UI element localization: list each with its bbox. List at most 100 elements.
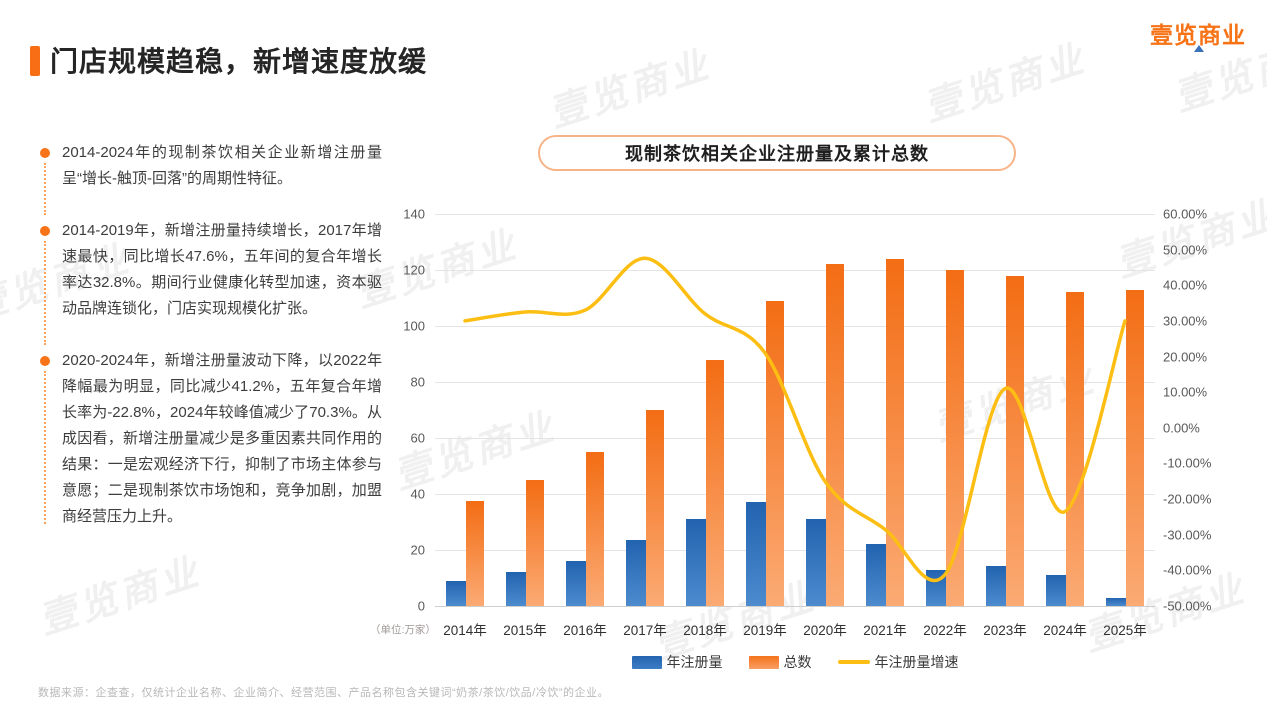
y-axis-right: 60.00% 50.00% 40.00% 30.00% 20.00% 10.00% 0.00… (1163, 207, 1233, 614)
x-axis-tick: 2014年 (443, 623, 487, 638)
legend-swatch-icon (748, 655, 779, 669)
y-axis-right-tick: -10.00% (1163, 455, 1212, 471)
commentary-list: 2014-2024年的现制茶饮相关企业新增注册量呈“增长-触顶-回落”的周期性特… (40, 140, 382, 556)
bar-年注册量 (446, 580, 466, 606)
bullet-item: 2020-2024年，新增注册量波动下降，以2022年降幅最为明显，同比减少41… (40, 348, 382, 530)
bullet-text: 2020-2024年，新增注册量波动下降，以2022年降幅最为明显，同比减少41… (62, 352, 382, 525)
bullet-dot-icon (40, 356, 50, 366)
y-axis-left-tick: 100 (403, 318, 425, 334)
bullet-rail (44, 371, 46, 524)
bar-年注册量 (626, 539, 646, 606)
gridline (435, 269, 1155, 271)
unit-label: （单位:万家） (370, 624, 436, 636)
y-axis-right-tick: 50.00% (1163, 242, 1208, 258)
y-axis-right-tick: -30.00% (1163, 527, 1212, 543)
bar-总数 (1006, 275, 1024, 606)
chart-title: 现制茶饮相关企业注册量及累计总数 (538, 135, 1016, 171)
bar-年注册量 (746, 502, 766, 606)
y-axis-left-tick: 140 (403, 206, 425, 222)
bar-总数 (646, 410, 664, 606)
legend-item-总数: 总数 (748, 652, 812, 672)
brand-logo-text: 壹览商业 (1150, 22, 1246, 48)
bullet-dot-icon (40, 148, 50, 158)
gridline (435, 325, 1155, 327)
brand-logo-triangle-icon (1194, 45, 1204, 52)
x-axis-tick: 2023年 (983, 623, 1027, 638)
x-axis-tick: 2021年 (863, 623, 907, 638)
legend-label: 总数 (783, 654, 812, 670)
y-axis-left-tick: 0 (417, 598, 425, 614)
bar-年注册量 (866, 544, 886, 606)
bar-总数 (946, 270, 964, 606)
y-axis-left-tick: 60 (410, 430, 425, 446)
growth-line (463, 256, 1127, 583)
page-title: 门店规模趋稳，新增速度放缓 (50, 46, 428, 77)
x-axis-tick: 2017年 (623, 623, 667, 638)
x-axis-tick: 2025年 (1103, 623, 1147, 638)
watermark: 壹览商业 (919, 37, 1092, 130)
y-axis-right-tick: 20.00% (1163, 349, 1208, 365)
y-axis-left-tick: 20 (410, 542, 425, 558)
watermark: 壹览商业 (34, 550, 207, 643)
watermark: 壹览商业 (544, 43, 717, 136)
y-axis-left-tick: 80 (410, 374, 425, 390)
x-axis-tick: 2015年 (503, 623, 547, 638)
x-axis-tick: 2024年 (1043, 623, 1087, 638)
source-note: 数据来源：企查查，仅统计企业名称、企业简介、经营范围、产品名称包含关键词“奶茶/… (38, 687, 609, 699)
legend-line-icon (837, 660, 870, 664)
bar-总数 (586, 452, 604, 606)
gridline (435, 213, 1155, 215)
gridline (435, 493, 1155, 495)
bar-总数 (886, 258, 904, 606)
x-axis-tick: 2018年 (683, 623, 727, 638)
gridline (435, 549, 1155, 551)
legend-label: 年注册量增速 (874, 654, 959, 670)
bullet-item: 2014-2024年的现制茶饮相关企业新增注册量呈“增长-触顶-回落”的周期性特… (40, 140, 382, 215)
bar-年注册量 (806, 519, 826, 606)
y-axis-right-tick: -50.00% (1163, 598, 1212, 614)
y-axis-right-tick: 40.00% (1163, 277, 1208, 293)
bullet-rail (44, 241, 46, 345)
bar-总数 (826, 264, 844, 606)
x-axis-tick: 2019年 (743, 623, 787, 638)
bar-总数 (466, 501, 484, 606)
gridline (435, 437, 1155, 439)
y-axis-right-tick: 30.00% (1163, 313, 1208, 329)
x-axis-tick: 2022年 (923, 623, 967, 638)
bullet-text: 2014-2024年的现制茶饮相关企业新增注册量呈“增长-触顶-回落”的周期性特… (62, 144, 382, 187)
bar-总数 (1126, 289, 1144, 606)
y-axis-right-tick: -20.00% (1163, 491, 1212, 507)
y-axis-left: 140 120 100 80 60 40 20 0 (378, 207, 425, 614)
bar-年注册量 (1046, 575, 1066, 606)
plot-area (435, 213, 1155, 607)
y-axis-right-tick: 60.00% (1163, 206, 1208, 222)
bar-年注册量 (1106, 597, 1126, 606)
legend-label: 年注册量 (666, 654, 723, 670)
y-axis-left-tick: 40 (410, 486, 425, 502)
bar-总数 (706, 359, 724, 606)
bar-总数 (526, 480, 544, 606)
x-axis: 2014年 2015年 2016年 2017年 2018年 2019年 2020年 2021年… (435, 619, 1155, 639)
y-axis-right-tick: 10.00% (1163, 384, 1208, 400)
legend-item-年注册量: 年注册量 (631, 652, 723, 672)
gridline (435, 605, 1155, 607)
y-axis-right-tick: 0.00% (1163, 420, 1200, 436)
legend-item-年注册量增速: 年注册量增速 (837, 652, 959, 672)
y-axis-right-tick: -40.00% (1163, 562, 1212, 578)
legend-swatch-icon (631, 655, 662, 669)
bullet-text: 2014-2019年，新增注册量持续增长，2017年增速最快，同比增长47.6%… (62, 222, 382, 317)
bar-年注册量 (686, 519, 706, 606)
bullet-rail (44, 163, 46, 215)
bar-年注册量 (506, 572, 526, 606)
gridline (435, 381, 1155, 383)
chart-legend: 年注册量 总数 年注册量增速 (435, 652, 1155, 672)
brand-logo: 壹览商业 (1150, 16, 1246, 52)
y-axis-left-tick: 120 (403, 262, 425, 278)
bullet-item: 2014-2019年，新增注册量持续增长，2017年增速最快，同比增长47.6%… (40, 218, 382, 345)
x-axis-tick: 2020年 (803, 623, 847, 638)
x-axis-tick: 2016年 (563, 623, 607, 638)
bar-总数 (1066, 292, 1084, 606)
bar-年注册量 (986, 565, 1006, 606)
title-accent-bar (30, 46, 40, 76)
